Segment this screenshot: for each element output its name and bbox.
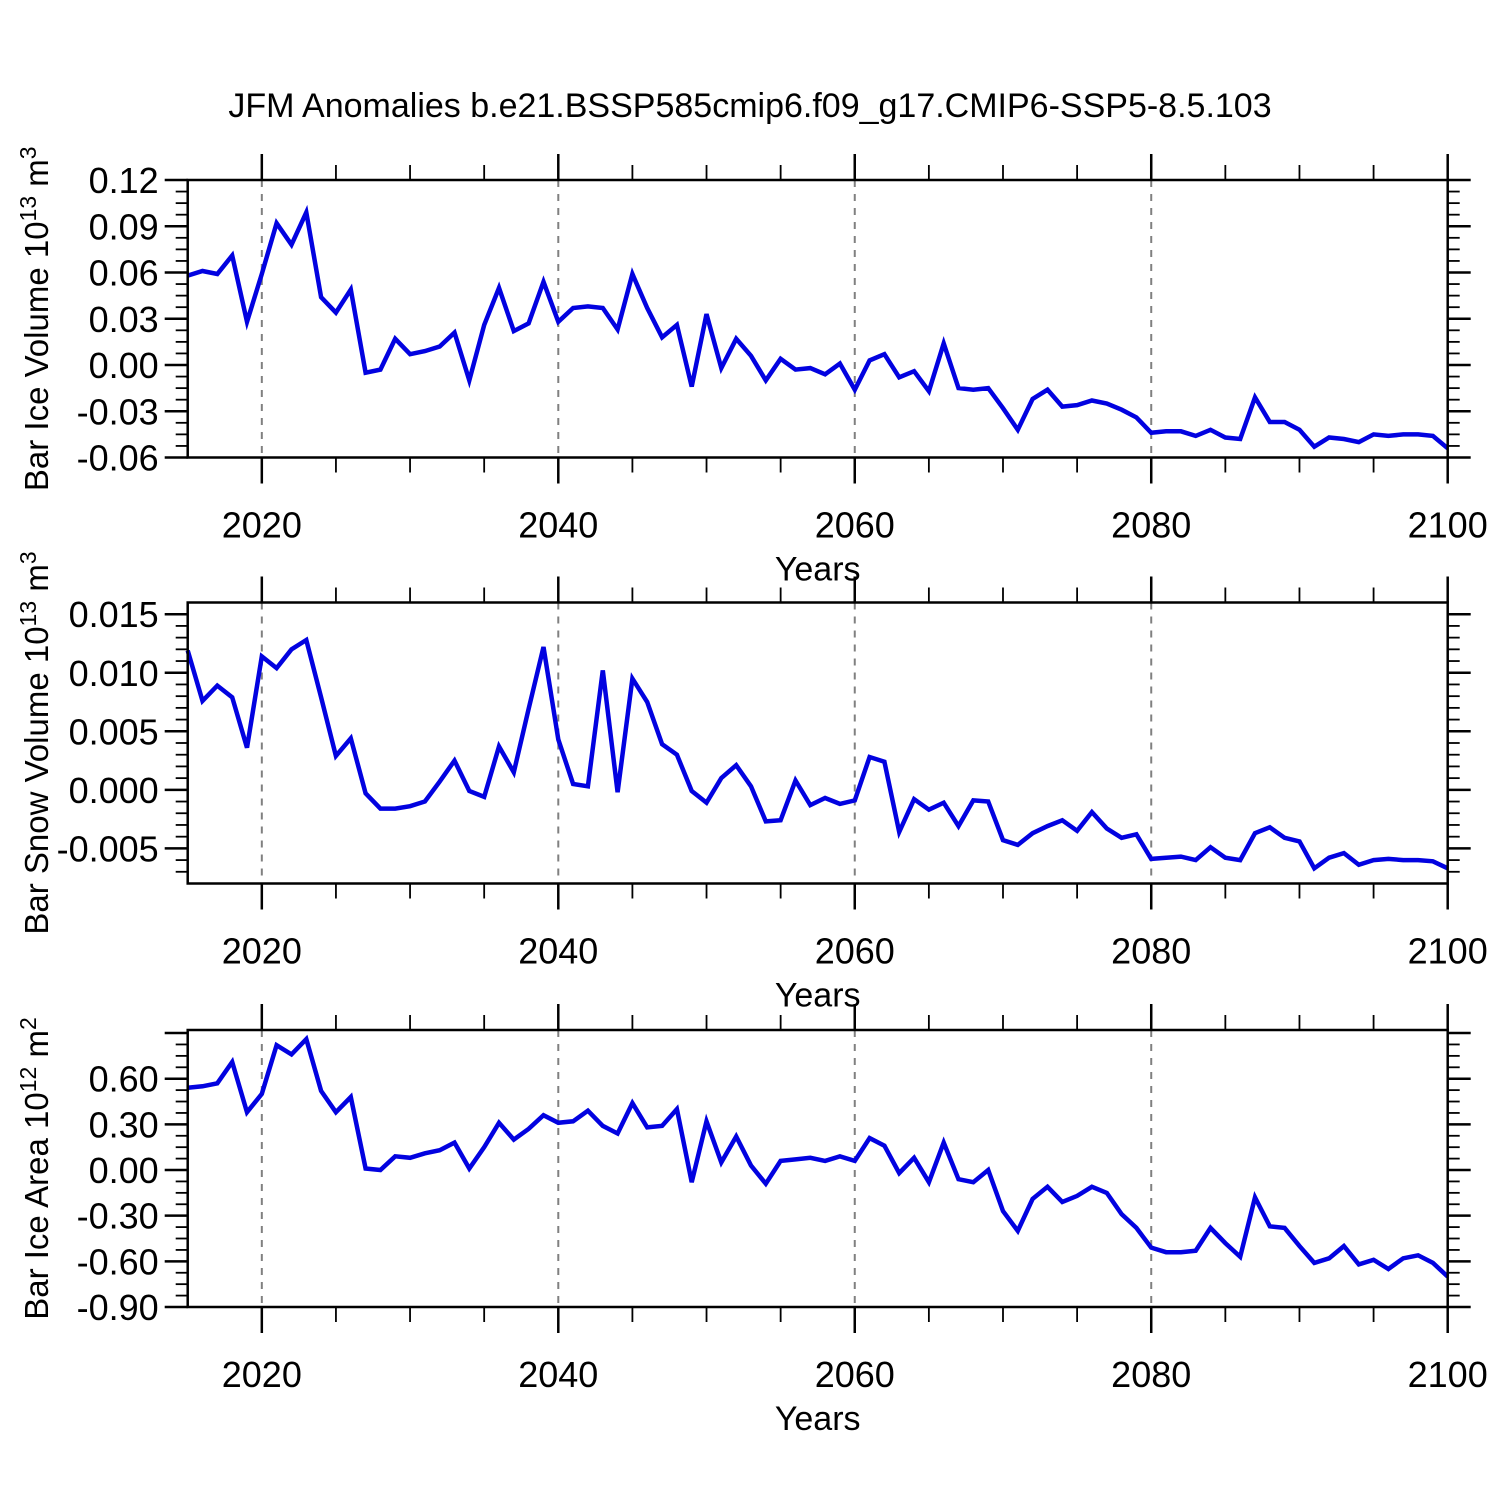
x-tick-label: 2080 <box>1111 505 1191 546</box>
y-tick-label: -0.60 <box>77 1241 159 1282</box>
x-tick-label: 2040 <box>518 931 598 972</box>
x-axis-title: Years <box>775 977 861 1015</box>
y-tick-label: 0.000 <box>69 770 159 811</box>
x-tick-labels: 2020 2040 2060 2080 2100 <box>222 1354 1488 1395</box>
gridlines <box>260 602 1153 884</box>
x-tick-label: 2020 <box>222 931 302 972</box>
y-axis-title: Bar Ice Area 1012 m2 <box>15 1017 55 1320</box>
y-tick-label: -0.06 <box>77 438 159 479</box>
y-axis-title-text: m <box>18 1030 55 1067</box>
axis-ticks <box>164 154 1471 484</box>
panel-frame <box>186 601 1449 885</box>
y-axis-title-text: Bar Ice Area 10 <box>18 1092 55 1319</box>
y-axis-title-superscript: 3 <box>15 551 41 564</box>
y-axis-title-superscript: 13 <box>15 601 41 627</box>
x-tick-label: 2060 <box>815 505 895 546</box>
y-axis-title: Bar Snow Volume 1013 m3 <box>15 551 55 934</box>
figure-title: JFM Anomalies b.e21.BSSP585cmip6.f09_g17… <box>228 87 1271 125</box>
x-tick-label: 2020 <box>222 1354 302 1395</box>
y-tick-label: 0.03 <box>89 299 159 340</box>
x-tick-label: 2060 <box>815 1354 895 1395</box>
y-tick-labels: 0.015 0.010 0.005 0.000 -0.005 <box>57 594 159 869</box>
data-line-bar-snow-volume <box>185 636 1449 872</box>
data-line-bar-ice-volume <box>187 204 1450 451</box>
x-tick-label: 2040 <box>518 505 598 546</box>
y-tick-label: 0.09 <box>89 206 159 247</box>
y-tick-label: -0.90 <box>77 1287 159 1328</box>
y-axis-title-text: Bar Ice Volume 10 <box>18 221 55 491</box>
x-tick-label: 2040 <box>518 1354 598 1395</box>
y-tick-label: 0.00 <box>89 1150 159 1191</box>
y-tick-label: 0.010 <box>69 653 159 694</box>
data-line-bar-ice-area <box>187 1034 1450 1279</box>
x-tick-label: 2100 <box>1408 1354 1488 1395</box>
x-tick-label: 2080 <box>1111 1354 1191 1395</box>
y-axis-title-text: m <box>18 159 55 196</box>
y-tick-label: 0.06 <box>89 253 159 294</box>
y-axis-title-superscript: 12 <box>15 1067 41 1093</box>
x-tick-label: 2020 <box>222 505 302 546</box>
x-tick-label: 2080 <box>1111 931 1191 972</box>
x-axis-title: Years <box>775 1400 861 1438</box>
axis-ticks <box>164 576 1471 910</box>
y-tick-labels: 0.12 0.09 0.06 0.03 0.00 -0.03 -0.06 <box>77 160 159 479</box>
panel-frame <box>186 178 1449 459</box>
x-tick-labels: 2020 2040 2060 2080 2100 <box>222 505 1488 546</box>
y-tick-labels: 0.600.30 0.00 -0.30-0.60 -0.90 <box>77 1059 159 1328</box>
y-tick-label: -0.005 <box>57 828 159 869</box>
y-axis-title-superscript: 2 <box>15 1017 41 1030</box>
gridlines <box>260 180 1153 458</box>
y-tick-label: -0.30 <box>77 1196 159 1237</box>
y-tick-label: 0.60 <box>89 1059 159 1100</box>
y-tick-label: 0.005 <box>69 711 159 752</box>
x-tick-label: 2100 <box>1408 931 1488 972</box>
y-tick-label: 0.12 <box>89 160 159 201</box>
panel-frame <box>186 1028 1449 1309</box>
x-tick-label: 2100 <box>1408 505 1488 546</box>
y-tick-label: 0.30 <box>89 1104 159 1145</box>
gridlines <box>260 1030 1153 1307</box>
y-tick-label: -0.03 <box>77 391 159 432</box>
y-axis-title-text: m <box>18 564 55 601</box>
y-axis-title: Bar Ice Volume 1013 m3 <box>15 146 55 491</box>
x-tick-labels: 2020 2040 2060 2080 2100 <box>222 931 1488 972</box>
y-axis-title-superscript: 3 <box>15 146 41 159</box>
x-axis-title: Years <box>775 551 861 589</box>
x-tick-label: 2060 <box>815 931 895 972</box>
y-axis-title-superscript: 13 <box>15 196 41 222</box>
axis-ticks <box>164 1004 1471 1333</box>
y-axis-title-text: Bar Snow Volume 10 <box>18 626 55 934</box>
y-tick-label: 0.00 <box>89 345 159 386</box>
y-tick-label: 0.015 <box>69 594 159 635</box>
